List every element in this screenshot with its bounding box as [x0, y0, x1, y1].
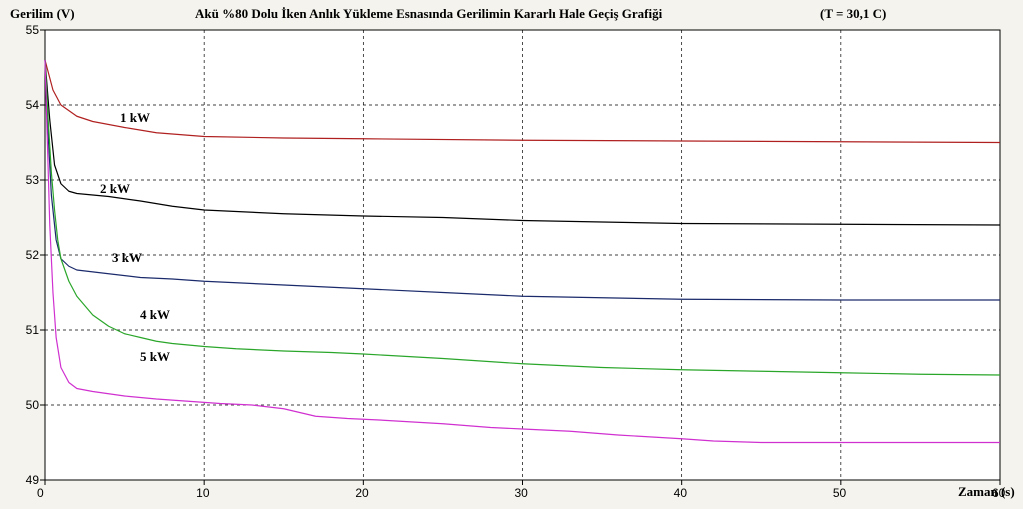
x-tick: 30	[515, 486, 528, 500]
x-tick: 10	[196, 486, 209, 500]
y-tick: 50	[26, 398, 39, 412]
y-tick: 52	[26, 248, 39, 262]
y-tick: 53	[26, 173, 39, 187]
chart-plot	[0, 0, 1023, 509]
x-tick: 50	[833, 486, 846, 500]
series-label: 4 kW	[140, 307, 170, 323]
chart-container: { "chart": { "type": "line", "background…	[0, 0, 1023, 509]
x-tick: 40	[674, 486, 687, 500]
series-label: 5 kW	[140, 349, 170, 365]
x-tick: 0	[37, 486, 44, 500]
series-label: 3 kW	[112, 250, 142, 266]
y-tick: 51	[26, 323, 39, 337]
y-tick: 49	[26, 473, 39, 487]
y-tick: 55	[26, 23, 39, 37]
y-tick: 54	[26, 98, 39, 112]
series-label: 2 kW	[100, 181, 130, 197]
series-label: 1 kW	[120, 110, 150, 126]
x-tick: 60	[992, 486, 1005, 500]
x-tick: 20	[355, 486, 368, 500]
